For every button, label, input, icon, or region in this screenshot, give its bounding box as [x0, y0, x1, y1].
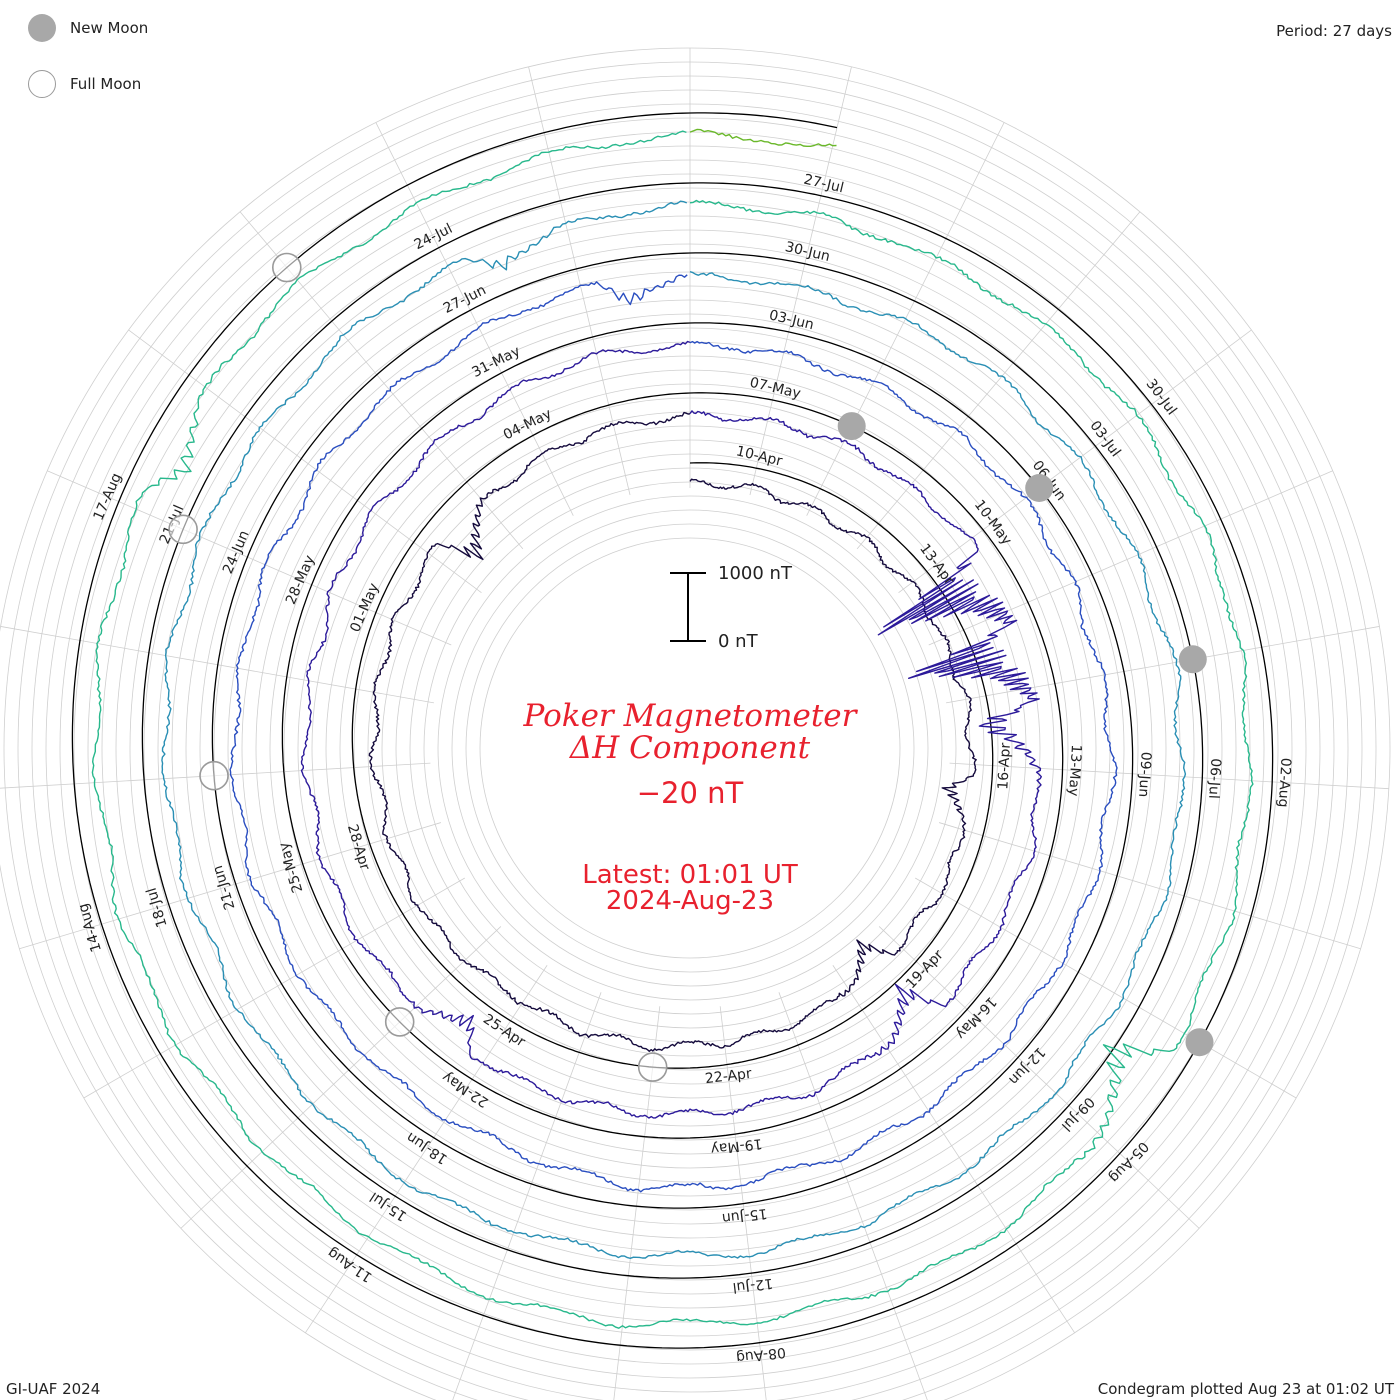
legend-full-moon-label: Full Moon: [70, 75, 142, 93]
new-moon-marker: [1025, 474, 1054, 502]
grid-spoke: [938, 822, 1361, 950]
grid-spoke: [856, 211, 1141, 550]
latest-time: Latest: 01:01 UT: [582, 860, 798, 890]
date-tick-label: 02-Aug: [1275, 757, 1294, 808]
date-tick-label: 15-Jul: [367, 1188, 410, 1224]
grid-spoke: [128, 329, 482, 594]
full-moon-marker: [384, 1007, 415, 1037]
new-moon-icon: [28, 14, 56, 42]
date-tick-label: 19-May: [710, 1135, 763, 1157]
date-tick-label: 24-Jun: [220, 528, 253, 576]
grid-spoke: [19, 822, 442, 950]
grid-ring: [465, 523, 915, 973]
date-tick-label: 19-Apr: [903, 947, 947, 992]
baseline-offset: −20 nT: [636, 776, 744, 810]
period-label: Period: 27 days: [1276, 22, 1392, 40]
grid-spoke: [778, 992, 928, 1400]
grid-spoke: [305, 965, 548, 1334]
date-tick-label: 09-Jul: [1058, 1093, 1097, 1133]
grid-spoke: [83, 877, 466, 1099]
baseline-spiral: [71, 112, 1274, 1349]
grid-ring: [437, 495, 943, 1001]
scale-bar-bottom-label: 0 nT: [718, 631, 758, 652]
grid-spoke: [914, 877, 1297, 1099]
legend-full-moon: Full Moon: [28, 70, 141, 98]
date-tick-label: 21-Jun: [210, 863, 238, 911]
grid-ring: [451, 509, 929, 987]
legend-new-moon: New Moon: [28, 14, 148, 42]
data-trace-turn: [300, 340, 1042, 1119]
full-moon-marker: [168, 514, 198, 545]
full-moon-marker: [271, 252, 302, 283]
date-tick-label: 15-Jun: [721, 1205, 768, 1226]
date-tick-label: 12-Jul: [732, 1275, 774, 1296]
date-tick-label: 12-Jun: [1005, 1044, 1048, 1088]
credit-label: GI-UAF 2024: [6, 1380, 101, 1398]
grid-spoke: [180, 926, 502, 1229]
chart-subtitle: ΔH Component: [569, 730, 811, 766]
grid-spoke: [832, 965, 1075, 1334]
grid-ring: [479, 537, 901, 959]
date-tick-label: 07-May: [748, 375, 802, 402]
data-trace-turn: [689, 128, 837, 147]
date-tick-label: 30-Jul: [1143, 376, 1180, 418]
new-moon-marker: [837, 412, 866, 441]
date-tick-label: 27-Jun: [441, 282, 489, 317]
grid-spoke: [749, 66, 852, 496]
date-tick-label: 22-Apr: [704, 1066, 753, 1087]
date-tick-label: 13-Apr: [916, 541, 957, 588]
date-tick-label: 16-Apr: [995, 742, 1014, 790]
full-moon-icon: [28, 70, 56, 98]
date-tick-label: 28-May: [283, 553, 318, 607]
data-trace-turn: [91, 130, 1254, 1329]
date-tick-label: 06-Jul: [1205, 758, 1223, 799]
new-moon-marker: [1185, 1028, 1214, 1057]
plotted-timestamp: Condegram plotted Aug 23 at 01:02 UT: [1097, 1380, 1394, 1398]
date-tick-label: 24-Jul: [412, 221, 455, 254]
date-tick-label: 13-May: [1065, 744, 1084, 797]
new-moon-marker: [1178, 645, 1207, 674]
scale-bar-top-label: 1000 nT: [718, 563, 792, 584]
date-tick-label: 03-Jul: [1086, 418, 1123, 460]
legend-new-moon-label: New Moon: [70, 19, 149, 37]
data-trace-turn: [161, 200, 1187, 1259]
date-tick-label: 09-Jun: [1135, 751, 1154, 797]
grid-spoke: [528, 66, 631, 496]
grid-spoke: [452, 992, 602, 1400]
grid-spoke: [47, 470, 452, 646]
date-tick-label: 28-Apr: [344, 823, 373, 873]
chart-title: Poker Magnetometer: [523, 698, 857, 734]
latest-date: 2024-Aug-23: [605, 886, 775, 916]
data-trace-turn: [229, 274, 1118, 1193]
date-tick-label: 18-Jul: [144, 886, 171, 929]
grid-spoke: [898, 329, 1252, 594]
full-moon-marker: [199, 760, 229, 791]
full-moon-marker: [637, 1052, 668, 1082]
grid-spoke: [945, 626, 1380, 704]
grid-spoke: [928, 470, 1333, 646]
grid-spoke: [375, 122, 574, 516]
grid-spoke: [719, 1006, 767, 1400]
date-tick-label: 08-Aug: [735, 1344, 786, 1366]
grid-spoke: [878, 926, 1200, 1229]
grid-spoke: [949, 762, 1389, 790]
